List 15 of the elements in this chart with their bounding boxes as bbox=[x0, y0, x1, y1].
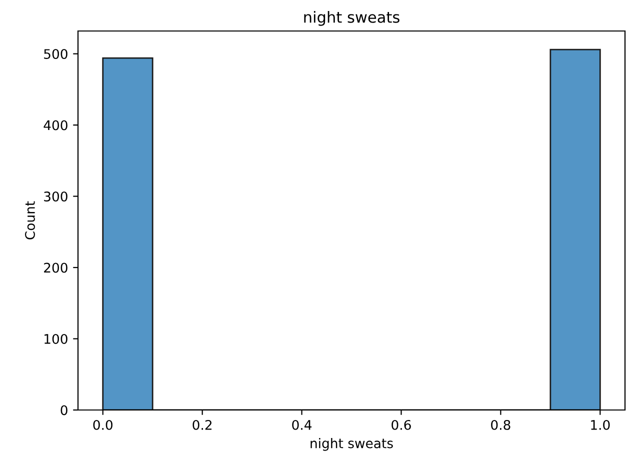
x-axis-title: night sweats bbox=[310, 438, 393, 451]
y-tick-label: 500 bbox=[44, 49, 68, 59]
x-tick-label: 1.0 bbox=[591, 420, 610, 430]
y-tick-label: 300 bbox=[44, 192, 68, 202]
y-axis-title: Count bbox=[25, 201, 35, 240]
x-tick-label: 0.6 bbox=[392, 420, 411, 430]
x-tick-label: 0.0 bbox=[93, 420, 112, 430]
x-tick-label: 0.2 bbox=[192, 420, 212, 430]
x-tick-label: 0.8 bbox=[491, 420, 510, 430]
y-tick-label: 400 bbox=[44, 120, 68, 130]
chart-title: night sweats bbox=[304, 11, 400, 26]
y-tick-label: 0 bbox=[60, 405, 68, 416]
y-tick-label: 100 bbox=[44, 334, 68, 344]
x-tick-label: 0.4 bbox=[292, 420, 312, 430]
y-tick-label: 200 bbox=[44, 262, 68, 273]
